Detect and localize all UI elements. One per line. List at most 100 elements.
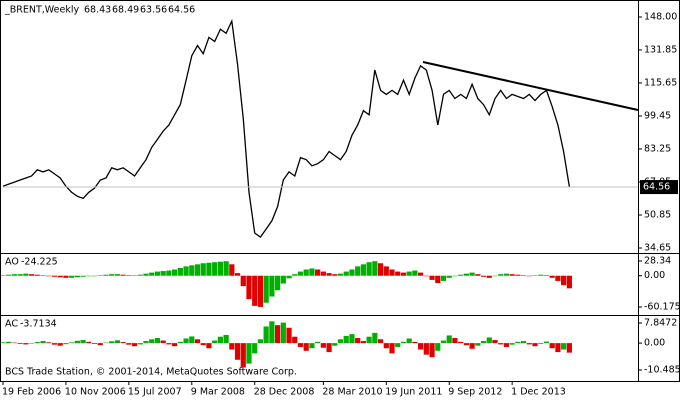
y-tick-label: 131.85 bbox=[644, 44, 677, 55]
histogram-bar bbox=[509, 343, 515, 345]
histogram-bar bbox=[131, 343, 138, 347]
x-tick-label: 9 Sep 2012 bbox=[448, 387, 502, 398]
histogram-bar bbox=[200, 343, 206, 346]
histogram-bar bbox=[223, 261, 229, 276]
histogram-bar bbox=[400, 272, 407, 276]
histogram-bar bbox=[332, 343, 338, 346]
histogram-bar bbox=[206, 262, 212, 276]
histogram-bar bbox=[406, 271, 412, 276]
histogram-bar bbox=[555, 343, 561, 353]
histogram-bar bbox=[234, 343, 241, 360]
chart-frame bbox=[0, 0, 680, 382]
ac-title: AC bbox=[5, 319, 18, 330]
y-tick-label: 148.00 bbox=[644, 11, 677, 22]
x-tick-label: 19 Jun 2011 bbox=[385, 387, 442, 398]
histogram-bar bbox=[257, 275, 264, 307]
histogram-bar bbox=[109, 341, 115, 344]
histogram-bar bbox=[74, 340, 80, 344]
histogram-bar bbox=[480, 275, 487, 277]
histogram-bar bbox=[0, 275, 6, 276]
histogram-bar bbox=[212, 340, 218, 344]
histogram-bar bbox=[257, 339, 264, 344]
histogram-bar bbox=[46, 275, 52, 277]
ac-current: -3.7134 bbox=[20, 319, 57, 330]
histogram-bar bbox=[114, 340, 121, 344]
histogram-bar bbox=[412, 270, 418, 276]
histogram-bar bbox=[509, 274, 515, 276]
y-tick-label: 28.34 bbox=[644, 256, 671, 267]
histogram-bar bbox=[360, 341, 367, 344]
histogram-bar bbox=[86, 341, 92, 344]
histogram-bar bbox=[240, 275, 246, 287]
histogram-bar bbox=[172, 343, 178, 347]
histogram-bar bbox=[303, 269, 309, 276]
histogram-bar bbox=[412, 341, 418, 344]
histogram-bar bbox=[543, 341, 550, 344]
histogram-bar bbox=[543, 275, 550, 276]
histogram-bar bbox=[343, 271, 349, 276]
histogram-bar bbox=[337, 339, 344, 344]
histogram-bar bbox=[229, 343, 235, 350]
histogram-bar bbox=[11, 342, 18, 344]
histogram-bar bbox=[126, 275, 132, 276]
histogram-bar bbox=[29, 343, 35, 344]
histogram-bar bbox=[355, 266, 361, 276]
histogram-bar bbox=[435, 275, 441, 284]
histogram-bar bbox=[240, 343, 246, 368]
histogram-bar bbox=[149, 272, 155, 276]
last-price-label: 64.56 bbox=[643, 182, 670, 193]
histogram-bar bbox=[172, 269, 178, 276]
histogram-bar bbox=[252, 275, 258, 306]
histogram-bar bbox=[137, 274, 143, 276]
histogram-bar bbox=[440, 340, 447, 344]
histogram-bar bbox=[377, 263, 384, 276]
histogram-bar bbox=[372, 332, 378, 344]
x-tick-label: 9 Mar 2008 bbox=[191, 387, 245, 398]
histogram-bar bbox=[297, 343, 304, 347]
histogram-bar bbox=[143, 273, 149, 276]
histogram-bar bbox=[503, 273, 510, 276]
histogram-bar bbox=[458, 274, 464, 276]
histogram-bar bbox=[11, 274, 18, 276]
y-tick-label: 99.45 bbox=[644, 110, 671, 121]
histogram-bar bbox=[458, 341, 464, 344]
histogram-bar bbox=[194, 339, 201, 344]
histogram-bar bbox=[120, 274, 126, 276]
histogram-bar bbox=[561, 275, 567, 286]
histogram-bar bbox=[40, 341, 46, 344]
x-tick-label: 19 Feb 2006 bbox=[2, 387, 61, 398]
histogram-bar bbox=[80, 275, 86, 277]
histogram-bar bbox=[315, 269, 321, 276]
histogram-bar bbox=[86, 275, 92, 277]
ao-title: AO bbox=[5, 257, 19, 268]
histogram-bar bbox=[526, 275, 532, 277]
histogram-bar bbox=[372, 261, 378, 276]
histogram-bar bbox=[126, 343, 132, 345]
histogram-bar bbox=[234, 273, 241, 276]
histogram-bar bbox=[389, 343, 395, 354]
histogram-bar bbox=[189, 336, 195, 344]
histogram-bar bbox=[383, 343, 389, 349]
histogram-bar bbox=[355, 337, 361, 344]
histogram-bar bbox=[349, 334, 355, 344]
histogram-bar bbox=[538, 274, 544, 276]
histogram-bar bbox=[131, 275, 138, 276]
histogram-bar bbox=[292, 274, 298, 276]
histogram-bar bbox=[400, 341, 407, 344]
last-price-tag bbox=[640, 180, 678, 195]
histogram-bar bbox=[263, 275, 269, 303]
histogram-bar bbox=[194, 264, 201, 276]
histogram-bar bbox=[212, 262, 218, 276]
histogram-bar bbox=[326, 273, 332, 276]
caption: BCS Trade Station, © 2001-2014, MetaQuot… bbox=[5, 367, 297, 378]
histogram-bar bbox=[217, 336, 223, 344]
histogram-bar bbox=[561, 343, 567, 350]
open-value: 68.43 bbox=[84, 5, 111, 16]
histogram-bar bbox=[103, 274, 109, 276]
histogram-bar bbox=[366, 262, 372, 276]
histogram-bar bbox=[51, 343, 58, 345]
histogram-bar bbox=[429, 275, 435, 280]
low-value: 63.56 bbox=[140, 5, 167, 16]
